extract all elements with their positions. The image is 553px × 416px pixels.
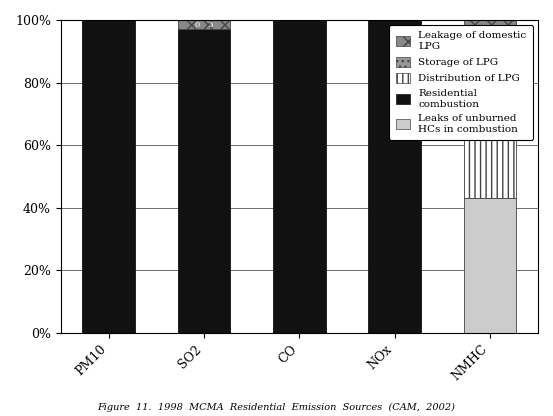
Bar <box>82 20 135 333</box>
Bar <box>464 198 517 333</box>
Bar <box>464 136 517 198</box>
Bar <box>368 20 421 333</box>
Bar <box>273 20 326 333</box>
Text: Figure  11.  1998  MCMA  Residential  Emission  Sources  (CAM,  2002): Figure 11. 1998 MCMA Residential Emissio… <box>97 403 456 412</box>
Legend: Leakage of domestic
LPG, Storage of LPG, Distribution of LPG, Residential
combus: Leakage of domestic LPG, Storage of LPG,… <box>389 25 533 140</box>
Bar <box>464 126 517 136</box>
Text: 0   3: 0 3 <box>195 21 213 29</box>
Text: Kr: Kr <box>485 69 495 77</box>
Bar <box>464 20 517 126</box>
Bar <box>178 30 230 333</box>
Bar <box>178 20 230 30</box>
Text: 61%: 61% <box>481 32 499 40</box>
